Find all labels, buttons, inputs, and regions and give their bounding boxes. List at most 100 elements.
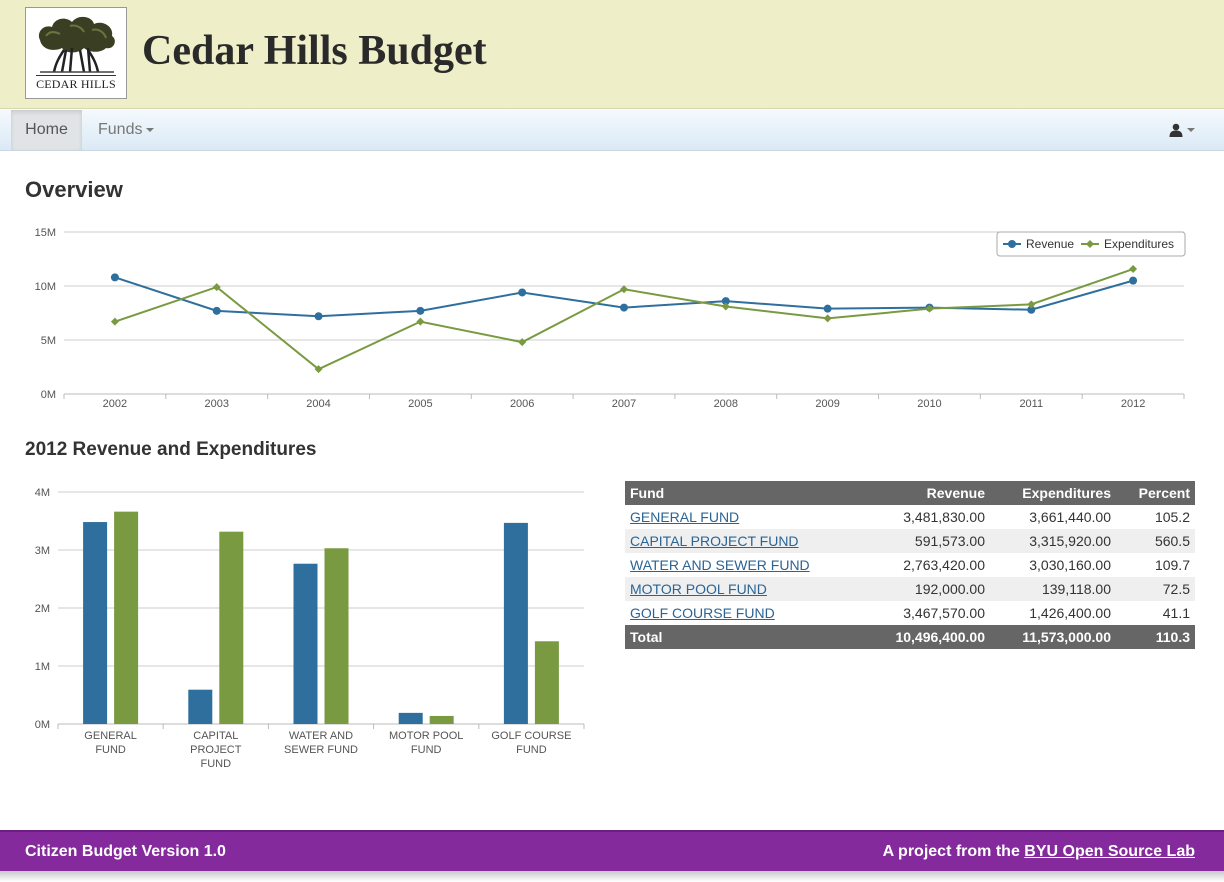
revenue-expenditures-heading: 2012 Revenue and Expenditures — [25, 439, 317, 460]
expenditures-cell: 3,315,920.00 — [990, 529, 1116, 553]
x-category-label: MOTOR POOL — [389, 730, 463, 742]
fund-table: Fund Revenue Expenditures Percent GENERA… — [625, 481, 1195, 649]
expenditures-bar — [324, 548, 349, 724]
x-tick-label: 2011 — [1019, 398, 1043, 410]
cedar-hills-logo[interactable]: CEDAR HILLS — [25, 7, 127, 99]
expenditures-bar — [534, 641, 559, 724]
x-tick-label: 2010 — [917, 398, 941, 410]
fund-name-link[interactable]: GENERAL FUND — [630, 509, 740, 525]
revenue-cell: 3,467,570.00 — [903, 605, 985, 621]
fund-name-link[interactable]: GOLF COURSE FUND — [630, 605, 775, 621]
revenue-point — [314, 312, 323, 321]
user-menu[interactable] — [1164, 110, 1204, 150]
x-category-label: SEWER FUND — [284, 744, 358, 756]
expenditures-point — [110, 317, 119, 326]
total-revenue: 10,496,400.00 — [855, 625, 990, 649]
y-tick-label: 2M — [35, 603, 50, 615]
y-tick-label: 4M — [35, 487, 50, 499]
caret-down-icon — [1187, 128, 1195, 132]
table-row: GOLF COURSE FUND 3,467,570.00 1,426,400.00… — [625, 601, 1195, 625]
col-expenditures: Expenditures — [990, 481, 1116, 505]
site-footer: Citizen Budget Version 1.0 A project fro… — [0, 830, 1224, 871]
footer-shadow — [0, 871, 1224, 882]
x-tick-label: 2009 — [815, 398, 839, 410]
series-line-expenditures — [114, 268, 1134, 371]
x-category-label: PROJECT — [190, 744, 242, 756]
x-tick-label: 2008 — [714, 398, 738, 410]
fund-cell: MOTOR POOL FUND — [625, 577, 855, 601]
expenditures-point — [1027, 300, 1036, 309]
logo-text: CEDAR HILLS — [36, 77, 116, 91]
nav-funds-label: Funds — [98, 121, 143, 138]
expenditures-point — [518, 338, 527, 347]
overview-line-chart: 0M 5M 10M 15M 2002 2003 2004 2005 2006 2007 2008 20… — [35, 227, 1186, 410]
revenue-cell: 2,763,420.00 — [903, 557, 985, 573]
total-label: Total — [625, 625, 855, 649]
x-category-label: FUND — [201, 758, 232, 770]
revenue-cell: 3,481,830.00 — [903, 509, 985, 525]
table-row: GENERAL FUND 3,481,830.00 3,661,440.00 105.… — [625, 505, 1195, 529]
expenditures-point — [925, 304, 934, 313]
revenue-cell: 192,000.00 — [855, 577, 990, 601]
fund-cell: GOLF COURSE FUND — [625, 601, 855, 625]
fund-bar-chart: 0M 1M 2M 3M 4M GENERAL FUND CAPITAL PROJECT FUND W… — [35, 487, 585, 770]
table-header-row: Fund Revenue Expenditures Percent — [625, 481, 1195, 505]
y-tick-label: 0M — [41, 389, 56, 401]
table-total-row: Total 10,496,400.00 11,573,000.00 110.3 — [625, 625, 1195, 649]
user-icon — [1169, 123, 1183, 137]
y-tick-label: 15M — [35, 227, 56, 239]
tree-logo-icon — [38, 16, 115, 73]
fund-cell: GENERAL FUND — [625, 505, 855, 529]
site-title[interactable]: Cedar Hills Budget — [142, 28, 487, 74]
total-percent: 110.3 — [1116, 625, 1195, 649]
revenue-point — [1027, 305, 1036, 314]
expenditures-bar — [429, 715, 454, 724]
y-tick-label: 0M — [35, 719, 50, 731]
revenue-bar — [188, 689, 213, 724]
nav-funds-dropdown[interactable]: Funds — [98, 110, 155, 150]
expenditures-cell: 139,118.00 — [990, 577, 1116, 601]
expenditures-cell: 1,426,400.00 — [1029, 605, 1111, 621]
expenditures-cell: 3,030,160.00 — [1029, 557, 1111, 573]
y-tick-label: 10M — [35, 281, 56, 293]
fund-cell: CAPITAL PROJECT FUND — [625, 529, 855, 553]
revenue-point — [110, 273, 119, 282]
fund-cell: WATER AND SEWER FUND — [625, 553, 855, 577]
x-tick-label: 2012 — [1121, 398, 1145, 410]
navbar: Home Funds — [0, 110, 1224, 151]
revenue-point — [416, 306, 425, 315]
percent-cell: 109.7 — [1154, 557, 1190, 573]
col-fund: Fund — [625, 481, 855, 505]
caret-down-icon — [146, 127, 155, 132]
table-row: CAPITAL PROJECT FUND 591,573.00 3,315,920.… — [625, 529, 1195, 553]
fund-name-link[interactable]: WATER AND SEWER FUND — [630, 557, 810, 573]
y-tick-label: 1M — [35, 661, 50, 673]
nav-home[interactable]: Home — [11, 110, 82, 150]
revenue-bar — [503, 522, 528, 724]
fund-name-link[interactable]: MOTOR POOL FUND — [630, 581, 767, 597]
y-tick-label: 3M — [35, 545, 50, 557]
legend-revenue-marker — [1008, 240, 1016, 248]
revenue-bar — [293, 563, 318, 724]
x-category-label: FUND — [516, 744, 547, 756]
x-tick-label: 2007 — [612, 398, 636, 410]
revenue-point — [721, 297, 730, 306]
x-tick-label: 2003 — [204, 398, 228, 410]
x-tick-label: 2005 — [408, 398, 432, 410]
overview-heading: Overview — [25, 177, 123, 202]
byu-osl-link[interactable]: BYU Open Source Lab — [1024, 843, 1195, 860]
footer-version: Citizen Budget Version 1.0 — [25, 843, 226, 860]
expenditures-bar — [114, 511, 139, 724]
total-expenditures: 11,573,000.00 — [990, 625, 1116, 649]
x-category-label: GOLF COURSE — [491, 730, 571, 742]
percent-cell: 41.1 — [1162, 605, 1190, 621]
logo-divider — [36, 75, 116, 76]
footer-credit: A project from the BYU Open Source Lab — [883, 843, 1195, 861]
x-tick-label: 2004 — [306, 398, 330, 410]
x-category-label: FUND — [411, 744, 442, 756]
revenue-point — [620, 303, 628, 312]
col-percent: Percent — [1116, 481, 1195, 505]
expenditures-bar — [219, 531, 244, 724]
table-row: WATER AND SEWER FUND 2,763,420.00 3,030,16… — [625, 553, 1195, 577]
fund-name-link[interactable]: CAPITAL PROJECT FUND — [630, 533, 799, 549]
